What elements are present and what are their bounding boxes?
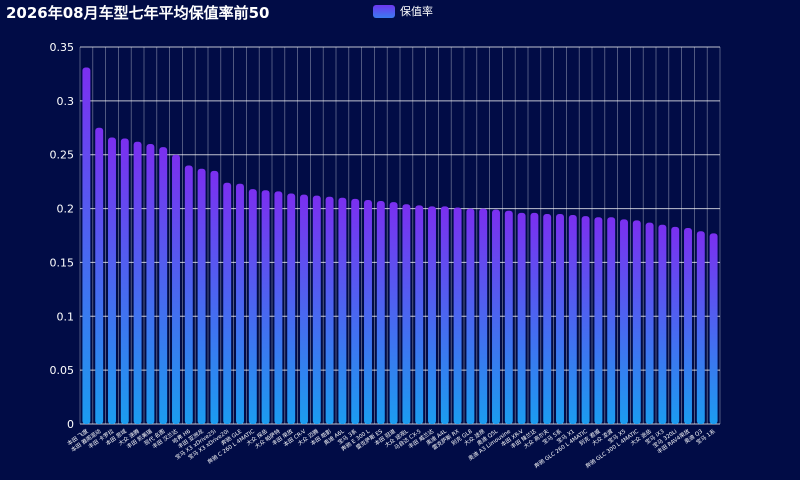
bar[interactable] (428, 206, 436, 424)
bar[interactable] (300, 194, 308, 424)
bar[interactable] (645, 222, 654, 424)
bar[interactable] (402, 204, 411, 424)
bar[interactable] (287, 193, 296, 424)
bar[interactable] (453, 207, 462, 424)
bar[interactable] (671, 226, 680, 424)
bars (82, 67, 718, 425)
bar[interactable] (607, 217, 616, 424)
bar[interactable] (146, 143, 155, 424)
bar[interactable] (556, 213, 564, 424)
bar[interactable] (338, 197, 347, 424)
bar[interactable] (108, 137, 116, 425)
legend-label: 保值率 (400, 5, 433, 18)
y-tick-label: 0.25 (50, 149, 75, 162)
chart-title: 2026年08月车型七年平均保值率前50 (6, 4, 270, 22)
bar[interactable] (210, 170, 219, 424)
bar[interactable] (709, 233, 718, 424)
bar[interactable] (684, 227, 692, 424)
bar[interactable] (184, 165, 193, 424)
legend[interactable]: 保值率 (373, 3, 433, 19)
bar[interactable] (492, 209, 500, 424)
bar[interactable] (261, 190, 270, 424)
bar[interactable] (543, 213, 552, 424)
y-tick-label: 0.15 (50, 256, 75, 269)
bar[interactable] (632, 220, 641, 424)
bar[interactable] (197, 168, 206, 424)
bar[interactable] (568, 215, 577, 424)
bar[interactable] (581, 216, 590, 424)
bar[interactable] (120, 138, 129, 425)
y-tick-label: 0 (67, 418, 74, 431)
bar[interactable] (620, 219, 628, 424)
bar[interactable] (440, 206, 449, 424)
bar[interactable] (376, 201, 385, 424)
bar[interactable] (351, 198, 360, 424)
bar[interactable] (658, 224, 667, 424)
bar[interactable] (504, 210, 513, 424)
y-tick-label: 0.05 (50, 364, 75, 377)
bar[interactable] (696, 231, 705, 424)
y-tick-label: 0.35 (50, 41, 75, 54)
bar[interactable] (466, 208, 475, 424)
bar[interactable] (223, 182, 232, 424)
bar[interactable] (325, 196, 334, 424)
bar[interactable] (364, 199, 372, 424)
bar[interactable] (274, 191, 283, 424)
bar[interactable] (312, 195, 321, 424)
legend-swatch (373, 4, 395, 18)
bar[interactable] (517, 212, 526, 424)
bar[interactable] (389, 202, 398, 424)
y-axis: 0 0.05 0.1 0.15 0.2 0.25 0.3 0.35 (50, 41, 75, 431)
bar[interactable] (82, 67, 91, 425)
bar[interactable] (133, 141, 142, 424)
y-tick-label: 0.3 (57, 95, 75, 108)
bar[interactable] (530, 212, 539, 424)
bar[interactable] (415, 205, 424, 424)
bar[interactable] (479, 208, 488, 424)
bar[interactable] (159, 147, 168, 424)
bar[interactable] (172, 154, 180, 424)
bar[interactable] (95, 127, 104, 425)
y-tick-label: 0.1 (57, 310, 75, 323)
y-tick-label: 0.2 (57, 203, 75, 216)
grid-lines (79, 46, 721, 425)
bar[interactable] (594, 217, 603, 424)
bar[interactable] (236, 183, 244, 424)
bar[interactable] (248, 189, 257, 424)
